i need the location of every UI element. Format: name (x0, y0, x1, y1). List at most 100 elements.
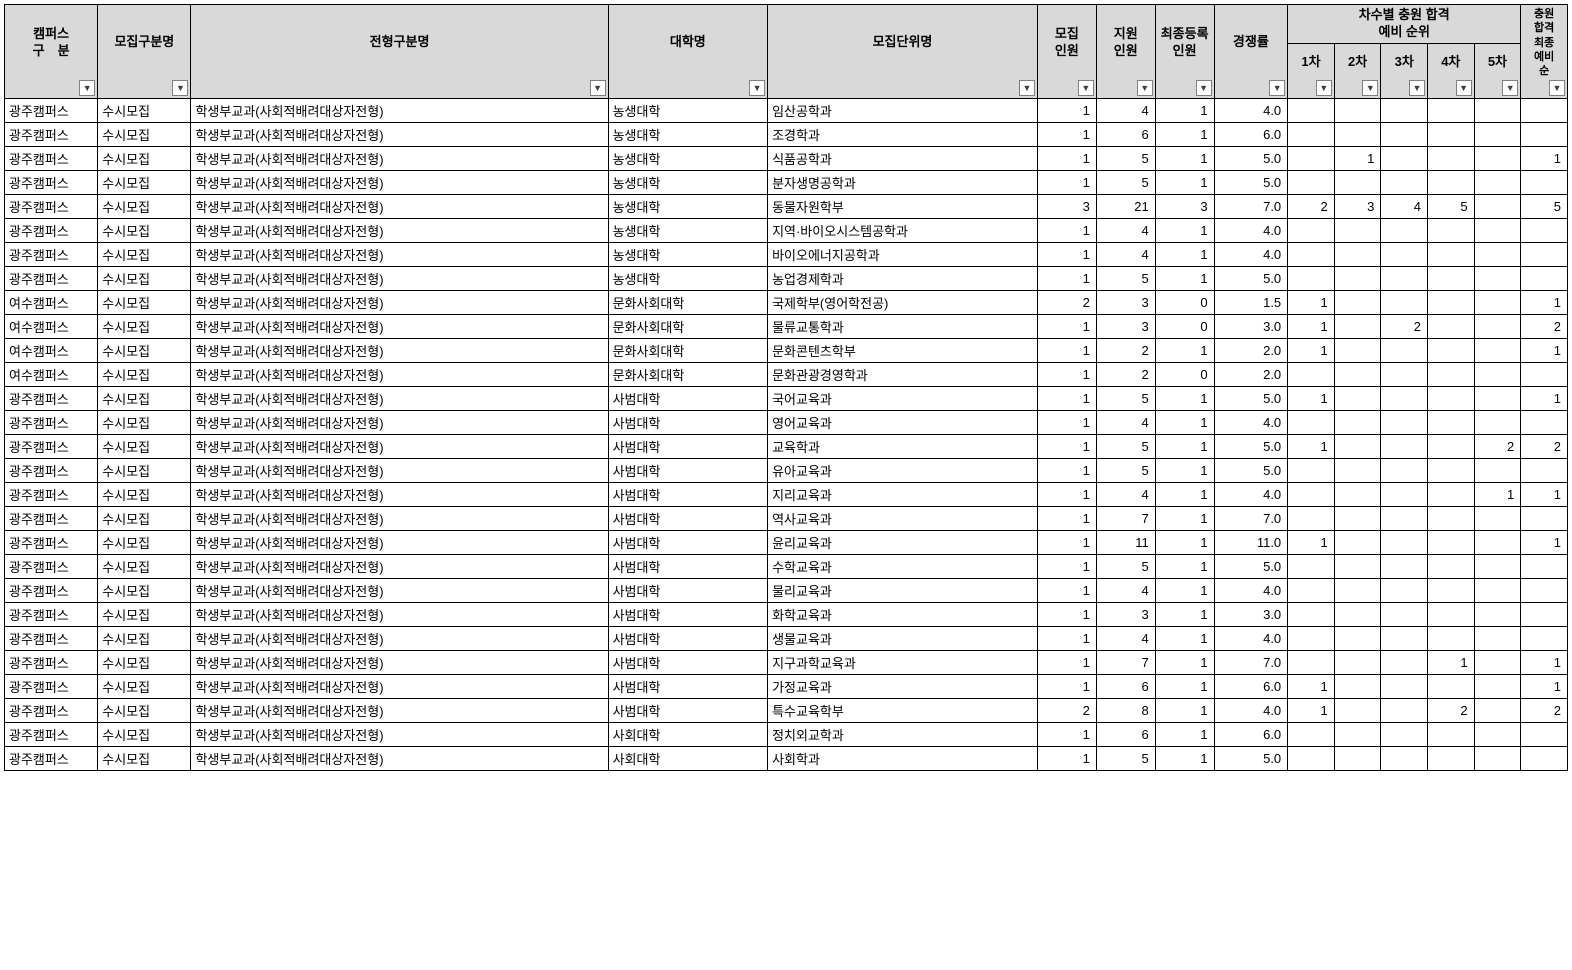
cell (1428, 387, 1475, 411)
filter-icon[interactable]: ▼ (749, 80, 765, 96)
cell: 동물자원학부 (768, 195, 1038, 219)
cell (1474, 747, 1521, 771)
table-row: 광주캠퍼스수시모집학생부교과(사회적배려대상자전형)사범대학수학교육과1515.… (5, 555, 1568, 579)
table-row: 광주캠퍼스수시모집학생부교과(사회적배려대상자전형)사범대학윤리교육과11111… (5, 531, 1568, 555)
cell: 3.0 (1214, 315, 1288, 339)
cell: 4.0 (1214, 411, 1288, 435)
cell: 수시모집 (98, 603, 191, 627)
cell (1428, 459, 1475, 483)
cell: 광주캠퍼스 (5, 435, 98, 459)
cell: 학생부교과(사회적배려대상자전형) (191, 171, 608, 195)
cell: 수시모집 (98, 555, 191, 579)
filter-icon[interactable]: ▼ (1019, 80, 1035, 96)
cell (1288, 627, 1335, 651)
cell (1428, 363, 1475, 387)
cell: 역사교육과 (768, 507, 1038, 531)
table-row: 광주캠퍼스수시모집학생부교과(사회적배려대상자전형)농생대학동물자원학부3213… (5, 195, 1568, 219)
filter-icon[interactable]: ▼ (1269, 80, 1285, 96)
cell: 수시모집 (98, 699, 191, 723)
cell: 1 (1521, 387, 1568, 411)
cell: 수시모집 (98, 723, 191, 747)
cell: 7 (1096, 651, 1155, 675)
table-row: 광주캠퍼스수시모집학생부교과(사회적배려대상자전형)사범대학유아교육과1515.… (5, 459, 1568, 483)
cell: 광주캠퍼스 (5, 267, 98, 291)
cell (1381, 387, 1428, 411)
filter-icon[interactable]: ▼ (1362, 80, 1378, 96)
cell: 5 (1096, 267, 1155, 291)
cell: 4.0 (1214, 99, 1288, 123)
cell: 2 (1037, 699, 1096, 723)
cell: 6.0 (1214, 723, 1288, 747)
cell: 수시모집 (98, 315, 191, 339)
cell: 학생부교과(사회적배려대상자전형) (191, 531, 608, 555)
cell: 1 (1521, 483, 1568, 507)
cell: 수시모집 (98, 651, 191, 675)
cell (1288, 555, 1335, 579)
cell (1428, 123, 1475, 147)
cell: 특수교육학부 (768, 699, 1038, 723)
cell (1381, 219, 1428, 243)
cell: 광주캠퍼스 (5, 579, 98, 603)
filter-icon[interactable]: ▼ (1196, 80, 1212, 96)
table-row: 광주캠퍼스수시모집학생부교과(사회적배려대상자전형)사회대학정치외교학과1616… (5, 723, 1568, 747)
cell (1474, 603, 1521, 627)
cell: 1 (1155, 387, 1214, 411)
cell: 1 (1155, 219, 1214, 243)
cell: 1 (1037, 651, 1096, 675)
cell (1334, 699, 1381, 723)
filter-icon[interactable]: ▼ (1316, 80, 1332, 96)
cell: 광주캠퍼스 (5, 219, 98, 243)
cell: 광주캠퍼스 (5, 627, 98, 651)
cell (1381, 603, 1428, 627)
cell: 수시모집 (98, 531, 191, 555)
filter-icon[interactable]: ▼ (79, 80, 95, 96)
cell (1428, 243, 1475, 267)
cell: 1 (1155, 603, 1214, 627)
cell: 1 (1037, 483, 1096, 507)
cell (1334, 339, 1381, 363)
col-mojip: 모집구분명 ▼ (98, 5, 191, 99)
cell (1381, 459, 1428, 483)
cell: 학생부교과(사회적배려대상자전형) (191, 459, 608, 483)
filter-icon[interactable]: ▼ (1456, 80, 1472, 96)
table-row: 광주캠퍼스수시모집학생부교과(사회적배려대상자전형)농생대학바이오에너지공학과1… (5, 243, 1568, 267)
cell: 2 (1521, 315, 1568, 339)
cell: 학생부교과(사회적배려대상자전형) (191, 195, 608, 219)
cell: 4 (1096, 579, 1155, 603)
cell: 1 (1037, 171, 1096, 195)
cell (1288, 267, 1335, 291)
filter-icon[interactable]: ▼ (590, 80, 606, 96)
filter-icon[interactable]: ▼ (172, 80, 188, 96)
filter-icon[interactable]: ▼ (1409, 80, 1425, 96)
cell (1521, 507, 1568, 531)
cell: 수시모집 (98, 675, 191, 699)
cell: 4 (1096, 243, 1155, 267)
cell: 5.0 (1214, 267, 1288, 291)
table-row: 여수캠퍼스수시모집학생부교과(사회적배려대상자전형)문화사회대학국제학부(영어학… (5, 291, 1568, 315)
cell: 5.0 (1214, 435, 1288, 459)
cell (1381, 555, 1428, 579)
cell: 여수캠퍼스 (5, 315, 98, 339)
cell: 문화사회대학 (608, 363, 767, 387)
cell (1288, 411, 1335, 435)
cell (1381, 363, 1428, 387)
cell (1334, 411, 1381, 435)
filter-icon[interactable]: ▼ (1137, 80, 1153, 96)
cell: 사범대학 (608, 627, 767, 651)
cell: 수시모집 (98, 99, 191, 123)
filter-icon[interactable]: ▼ (1502, 80, 1518, 96)
cell: 1 (1428, 651, 1475, 675)
filter-icon[interactable]: ▼ (1549, 80, 1565, 96)
cell: 수시모집 (98, 291, 191, 315)
cell: 수시모집 (98, 219, 191, 243)
cell: 1 (1155, 411, 1214, 435)
cell (1381, 699, 1428, 723)
cell: 6.0 (1214, 123, 1288, 147)
cell (1381, 243, 1428, 267)
cell: 5.0 (1214, 147, 1288, 171)
cell: 수시모집 (98, 171, 191, 195)
cell (1521, 555, 1568, 579)
table-row: 광주캠퍼스수시모집학생부교과(사회적배려대상자전형)농생대학분자생명공학과151… (5, 171, 1568, 195)
filter-icon[interactable]: ▼ (1078, 80, 1094, 96)
cell: 농생대학 (608, 195, 767, 219)
